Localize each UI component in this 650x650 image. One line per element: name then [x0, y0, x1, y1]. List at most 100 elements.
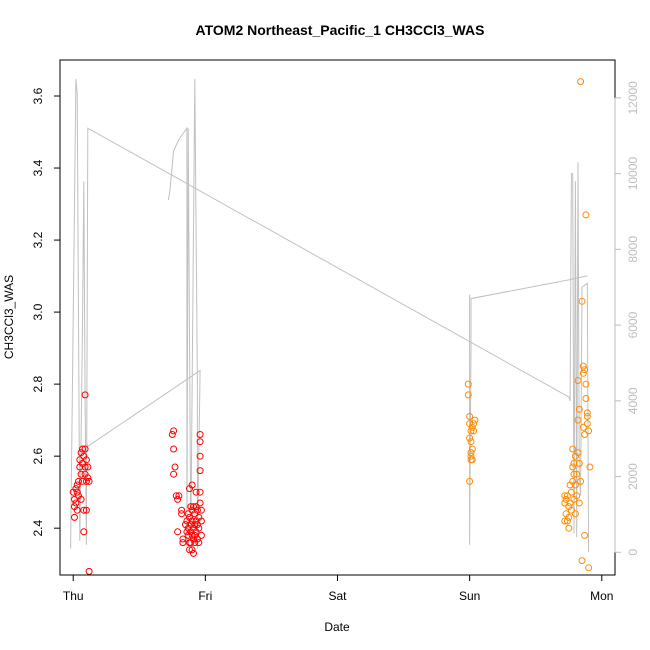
data-point: [192, 503, 200, 511]
data-point: [175, 492, 183, 500]
data-point: [582, 211, 590, 219]
y-axis-label: CH3CCl3_WAS: [2, 275, 16, 359]
y-tick-label: 3.6: [31, 87, 45, 104]
data-point: [468, 423, 476, 431]
data-point: [579, 423, 587, 431]
data-point: [467, 449, 475, 457]
data-point: [193, 521, 201, 529]
data-point: [190, 503, 197, 511]
data-point: [171, 463, 179, 471]
data-point: [77, 495, 85, 503]
right-y-tick-label: 2000: [626, 463, 640, 490]
data-point: [186, 546, 193, 554]
data-point: [72, 499, 80, 507]
data-point: [585, 427, 593, 435]
data-point: [569, 445, 577, 453]
data-point: [466, 434, 474, 442]
data-point: [196, 431, 204, 438]
x-tick-label: Sun: [459, 589, 480, 603]
data-point: [190, 535, 197, 543]
data-point: [71, 495, 78, 503]
data-point: [168, 431, 176, 438]
right-y-tick-label: 10000: [626, 157, 640, 191]
y-tick-label: 2.4: [31, 520, 45, 537]
data-point: [570, 459, 578, 467]
data-point: [196, 438, 204, 446]
data-point: [80, 506, 88, 514]
right-y-tick-label: 8000: [626, 236, 640, 263]
data-point: [73, 488, 81, 496]
data-point: [577, 477, 585, 485]
x-axis-label: Date: [324, 620, 350, 634]
data-point: [188, 546, 196, 554]
data-point: [81, 391, 89, 399]
line-series-segment-1: [469, 275, 588, 545]
data-point: [582, 380, 590, 388]
data-point: [464, 391, 472, 399]
data-point: [578, 557, 586, 565]
line-series-segment-2: [85, 78, 201, 549]
data-point: [79, 445, 86, 453]
plot-frame: [59, 59, 616, 576]
data-point: [85, 567, 93, 575]
data-point: [468, 445, 476, 453]
data-point: [84, 474, 92, 482]
data-point: [188, 531, 196, 539]
data-point: [174, 495, 182, 503]
data-point: [190, 549, 197, 557]
line-series-segment-0: [70, 78, 590, 553]
data-point: [82, 477, 90, 485]
scatter-points: [69, 78, 594, 575]
data-point: [192, 488, 200, 496]
data-point: [562, 495, 570, 503]
data-point: [85, 477, 93, 485]
data-point: [82, 456, 90, 464]
data-point: [178, 506, 186, 514]
data-point: [571, 510, 579, 518]
data-point: [197, 531, 205, 539]
data-point: [191, 521, 199, 529]
data-point: [561, 517, 569, 525]
data-point: [574, 449, 582, 457]
data-point: [573, 470, 581, 478]
data-point: [586, 463, 594, 471]
data-point: [193, 506, 201, 514]
data-point: [82, 506, 90, 514]
right-y-tick-label: 6000: [626, 311, 640, 338]
data-point: [172, 492, 180, 500]
data-point: [195, 539, 203, 547]
data-point: [575, 459, 583, 467]
data-point: [471, 416, 479, 424]
right-y-axis: 0 2000 4000 6000 8000 10000 12000: [614, 81, 640, 556]
x-tick-label: Thu: [63, 589, 84, 603]
data-point: [570, 470, 578, 478]
x-tick-label: Fri: [198, 589, 212, 603]
data-point: [574, 377, 582, 384]
data-point: [188, 481, 196, 489]
data-point: [196, 488, 204, 496]
right-y-tick-label: 0: [626, 549, 640, 556]
data-point: [583, 420, 591, 428]
data-point: [77, 470, 85, 478]
data-point: [84, 463, 92, 471]
data-point: [575, 405, 583, 413]
data-point: [467, 427, 475, 435]
data-point: [585, 564, 593, 572]
data-point: [73, 506, 81, 514]
data-point: [466, 413, 474, 420]
data-point: [583, 409, 591, 417]
y-tick-label: 3.2: [31, 231, 45, 248]
right-y-tick-label: 12000: [626, 81, 640, 115]
data-point: [170, 427, 178, 435]
right-axis-line-series: [70, 78, 590, 553]
data-point: [579, 369, 587, 377]
data-point: [467, 452, 475, 460]
x-tick-label: Sat: [328, 589, 347, 603]
data-point: [196, 499, 204, 507]
data-point: [579, 362, 587, 370]
data-point: [81, 463, 89, 471]
data-point: [197, 517, 205, 525]
data-point: [577, 78, 585, 86]
data-point: [581, 531, 589, 539]
data-point: [565, 513, 573, 521]
